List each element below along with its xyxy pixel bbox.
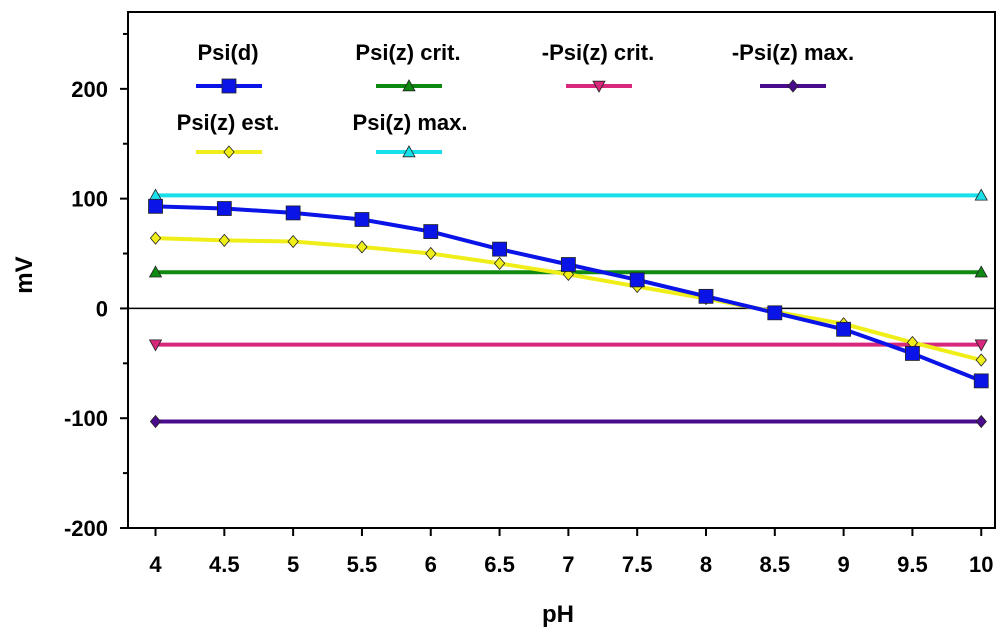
data-point [974,339,988,352]
x-tick-label: 4.5 [209,552,240,577]
data-point [975,414,987,429]
data-point [218,233,230,247]
y-tick-label: 0 [96,296,108,321]
y-tick-label: -200 [64,516,108,541]
data-point [905,346,920,361]
data-point [285,205,301,221]
series-psi-z-crit [148,339,988,352]
data-point [148,265,163,278]
data-point [356,240,368,254]
legend-label: -Psi(z) crit. [542,40,654,65]
y-tick-label: 200 [71,77,108,102]
data-point [149,414,162,429]
legend-label: Psi(z) max. [353,110,468,135]
x-tick-label: 10 [969,552,993,577]
data-point [149,231,162,245]
legend-entry: Psi(z) max. [353,110,468,158]
x-tick-label: 9.5 [897,552,928,577]
legend-label: Psi(z) est. [177,110,280,135]
legend-label: Psi(z) crit. [355,40,460,65]
data-point [148,339,163,352]
x-tick-label: 8 [700,552,712,577]
x-axis-title: pH [542,601,574,628]
data-point [767,305,783,321]
data-point [973,373,989,389]
legend-marker [592,80,606,93]
legend-label: Psi(d) [197,40,258,65]
legend-marker [221,78,237,94]
x-tick-label: 5.5 [347,552,378,577]
x-tick-label: 6.5 [484,552,515,577]
data-point [425,246,437,261]
series-psi-z-max [148,188,988,201]
data-point [836,321,852,337]
data-point [629,272,645,288]
data-point [698,288,714,304]
x-axis-ticks: 4 4.5 5 5.5 6 6.5 7 7.5 8 8.5 9 9.5 10 [149,528,993,577]
legend-entry: Psi(z) est. [177,110,280,159]
y-tick-label: -100 [64,406,108,431]
data-point [216,201,232,216]
data-point [148,198,163,214]
x-tick-label: 9 [837,552,849,577]
series-psi-z-max [149,414,987,429]
legend-entry: -Psi(z) max. [732,40,854,93]
data-point [492,241,507,257]
legend-marker [223,145,235,159]
legend-entry: Psi(d) [196,40,262,94]
series-psi-d [148,198,989,389]
data-point [354,212,370,227]
legend-label: -Psi(z) max. [732,40,854,65]
x-tick-label: 5 [287,552,299,577]
x-tick-label: 7 [562,552,574,577]
x-tick-label: 6 [425,552,437,577]
x-tick-label: 7.5 [622,552,653,577]
x-tick-label: 8.5 [760,552,791,577]
data-point [560,257,576,272]
data-point [493,256,506,271]
series-layer [148,188,989,429]
y-axis-ticks: -200 -100 0 100 200 [64,32,128,541]
data-point [974,188,988,201]
legend-marker [402,79,416,92]
data-point [287,234,299,249]
legend-entry: Psi(z) crit. [355,40,461,92]
legend-marker [787,79,799,93]
legend-marker [402,145,416,158]
data-point [975,353,987,367]
y-axis-title: mV [11,256,38,293]
y-tick-label: 100 [71,187,108,212]
legend: Psi(d) Psi(z) crit. -Psi(z) crit. -Psi(z) m… [177,40,854,159]
x-tick-label: 4 [149,552,162,577]
data-point [974,265,988,278]
data-point [423,224,439,239]
legend-entry: -Psi(z) crit. [542,40,654,93]
